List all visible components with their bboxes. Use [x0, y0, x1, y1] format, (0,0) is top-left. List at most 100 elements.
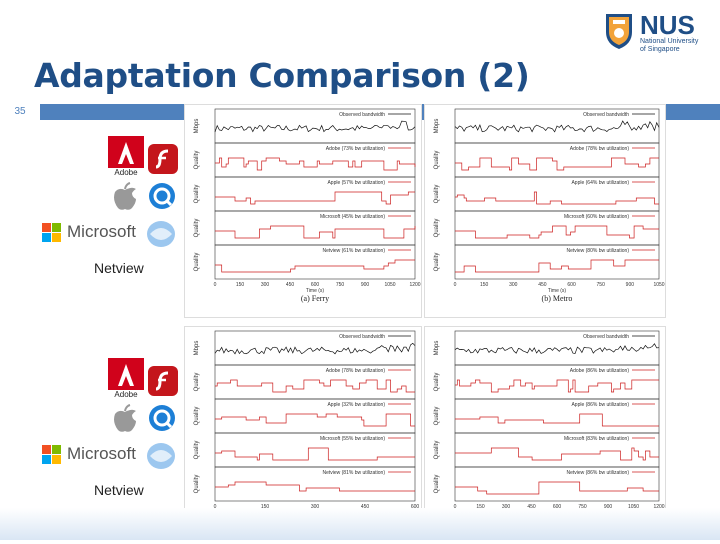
- y-axis-label: Quality: [194, 253, 200, 272]
- subplot-adobe: Quality Adobe (86% bw utilization): [434, 364, 660, 400]
- netview-label-bottom: Netview: [94, 482, 144, 498]
- subplot-apple: Quality Apple (64% bw utilization): [434, 176, 660, 212]
- subplot-frame: [454, 466, 660, 502]
- subplot-microsoft: Quality Microsoft (45% bw utilization): [194, 210, 416, 246]
- x-tick-label: 450: [361, 504, 370, 510]
- y-axis-label: Quality: [194, 185, 200, 204]
- y-axis-label: Quality: [434, 475, 440, 494]
- x-tick-label: 300: [311, 504, 320, 510]
- bandwidth-series: [454, 120, 660, 133]
- subplot-bandwidth: Mbps Observed bandwidth: [434, 108, 660, 144]
- slide-number: 35: [0, 104, 40, 120]
- subplot-bandwidth: Mbps Observed bandwidth: [194, 108, 416, 144]
- subplot-netview: Quality Netview (86% bw utilization): [434, 466, 660, 502]
- x-tick-label: 450: [527, 504, 536, 510]
- legend-entry: Netview (86% bw utilization): [566, 470, 629, 476]
- quality-series: [215, 413, 415, 427]
- y-axis-label: Quality: [194, 441, 200, 460]
- subplot-microsoft: Quality Microsoft (60% bw utilization): [434, 210, 660, 246]
- subplot-microsoft: Quality Microsoft (55% bw utilization): [194, 432, 416, 468]
- subplot-apple: Quality Apple (86% bw utilization): [434, 398, 660, 434]
- x-tick-label: 600: [411, 504, 420, 510]
- microsoft-logo-bottom: Microsoft: [42, 444, 136, 464]
- x-tick-label: 0: [454, 282, 457, 288]
- logo-name: NUS: [640, 10, 695, 40]
- y-axis-label: Mbps: [434, 119, 440, 134]
- flash-icon: [148, 366, 178, 396]
- apple-icon: [114, 182, 136, 210]
- quicktime-icon: [149, 405, 175, 431]
- y-axis-label: Quality: [434, 253, 440, 272]
- x-tick-label: 750: [597, 282, 606, 288]
- x-tick-label: 1050: [384, 282, 395, 288]
- bandwidth-series: [214, 120, 416, 133]
- subplot-adobe: Quality Adobe (73% bw utilization): [194, 142, 416, 178]
- y-axis-label: Mbps: [194, 341, 200, 356]
- legend-entry: Apple (86% bw utilization): [571, 402, 629, 408]
- crest-icon: [606, 14, 632, 49]
- x-tick-label: 300: [261, 282, 270, 288]
- netview-label-top: Netview: [94, 260, 144, 276]
- x-tick-label: 150: [236, 282, 245, 288]
- quality-series: [455, 157, 659, 171]
- slide-title: Adaptation Comparison (2): [34, 56, 530, 95]
- subplot-frame: [214, 244, 416, 280]
- y-axis-label: Mbps: [194, 119, 200, 134]
- y-axis-label: Quality: [194, 475, 200, 494]
- quicktime-icon: [149, 183, 175, 209]
- subplot-apple: Quality Apple (32% bw utilization): [194, 398, 416, 434]
- y-axis-label: Quality: [194, 407, 200, 426]
- quality-series: [215, 157, 416, 171]
- x-tick-label: 0: [454, 504, 457, 510]
- logo-subtitle: National University of Singapore: [640, 38, 698, 54]
- microsoft-label: Microsoft: [67, 444, 136, 463]
- subplot-frame: [214, 108, 416, 144]
- y-axis-label: Quality: [194, 373, 200, 392]
- quality-series: [455, 447, 659, 461]
- subplot-adobe: Quality Adobe (78% bw utilization): [194, 364, 416, 400]
- microsoft-label: Microsoft: [67, 222, 136, 241]
- flash-icon: [148, 144, 178, 174]
- quality-series: [455, 413, 659, 427]
- x-tick-label: 600: [311, 282, 320, 288]
- x-tick-label: 150: [476, 504, 485, 510]
- y-axis-label: Quality: [194, 219, 200, 238]
- x-tick-label: 1050: [653, 282, 664, 288]
- subplot-frame: [454, 244, 660, 280]
- x-tick-label: 300: [509, 282, 518, 288]
- player-icons-top: Adobe: [100, 134, 190, 254]
- legend-entry: Microsoft (55% bw utilization): [320, 436, 385, 442]
- legend-entry: Observed bandwidth: [583, 112, 629, 118]
- quality-series: [215, 259, 415, 273]
- silverlight-icon: [147, 443, 175, 469]
- y-axis-label: Mbps: [434, 341, 440, 356]
- y-axis-label: Quality: [434, 407, 440, 426]
- legend-entry: Microsoft (60% bw utilization): [564, 214, 629, 220]
- legend-entry: Adobe (86% bw utilization): [570, 368, 630, 374]
- microsoft-grid-icon: [42, 444, 61, 464]
- bandwidth-series: [214, 342, 416, 355]
- panel-caption: (b) Metro: [542, 294, 573, 303]
- x-tick-label: 750: [336, 282, 345, 288]
- legend-entry: Observed bandwidth: [339, 112, 385, 118]
- y-axis-label: Quality: [434, 219, 440, 238]
- apple-icon: [114, 404, 136, 432]
- logo-subtitle-line1: National University: [640, 38, 699, 45]
- chart-panel-metro: Mbps Observed bandwidth Quality Adobe (78% …: [424, 104, 666, 318]
- x-tick-label: 900: [604, 504, 613, 510]
- subplot-frame: [214, 330, 416, 366]
- nus-logo: NUS National University of Singapore: [600, 8, 710, 58]
- subplot-frame: [214, 466, 416, 502]
- microsoft-grid-icon: [42, 222, 61, 242]
- x-tick-label: 450: [538, 282, 547, 288]
- x-tick-label: 0: [214, 282, 217, 288]
- quality-series: [455, 225, 659, 239]
- legend-entry: Apple (57% bw utilization): [327, 180, 385, 186]
- legend-entry: Microsoft (45% bw utilization): [320, 214, 385, 220]
- quality-series: [215, 481, 415, 492]
- x-tick-label: 450: [286, 282, 295, 288]
- y-axis-label: Quality: [434, 151, 440, 170]
- subplot-microsoft: Quality Microsoft (83% bw utilization): [434, 432, 660, 468]
- legend-entry: Observed bandwidth: [583, 334, 629, 340]
- legend-entry: Microsoft (83% bw utilization): [564, 436, 629, 442]
